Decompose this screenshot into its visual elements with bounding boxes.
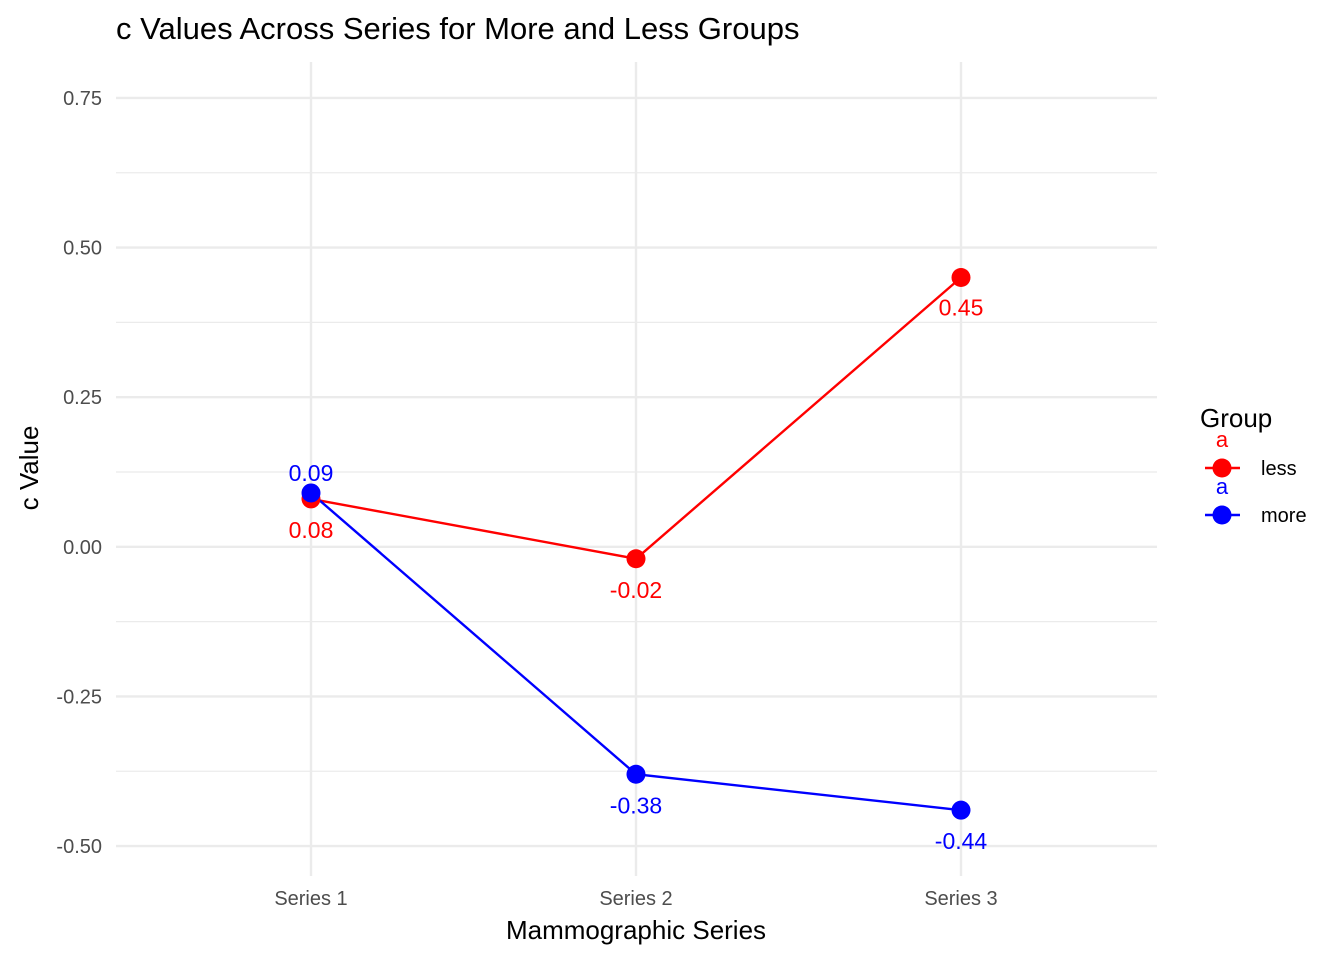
x-tick-label: Series 1 [274,888,347,910]
x-tick-label: Series 3 [924,888,997,910]
data-label-more: -0.44 [935,828,988,854]
legend-key-glyph: a [1216,474,1229,499]
x-axis-label: Mammographic Series [506,915,766,945]
x-tick-label: Series 2 [599,888,672,910]
y-axis-label: c Value [14,426,44,511]
data-point-more [951,800,971,820]
legend-title: Group [1200,403,1272,433]
axis-ticks: -0.50 -0.25 0.00 0.25 0.50 0.75 Series 1 Series… [56,88,997,910]
data-point-less [626,549,646,569]
data-point-more [626,764,646,784]
legend-key-point [1212,505,1232,525]
data-label-less: -0.02 [610,577,662,603]
y-tick-label: 0.00 [63,537,102,559]
data-label-more: 0.09 [289,460,334,486]
data-label-more: -0.38 [610,792,662,818]
chart-title: c Values Across Series for More and Less… [116,11,799,46]
data-label-less: 0.45 [939,294,984,320]
grid-lines [116,62,1157,876]
legend-label-more: more [1261,505,1307,527]
y-tick-label: -0.25 [56,686,102,708]
series-group: 0.08 -0.02 0.45 0.09 -0.38 -0.44 [289,267,988,854]
data-label-less: 0.08 [289,517,334,543]
legend-label-less: less [1261,458,1297,480]
data-point-more [301,483,321,503]
y-tick-label: 0.75 [63,88,102,110]
legend-key-point [1212,458,1232,478]
y-tick-label: 0.25 [63,387,102,409]
data-point-less [951,267,971,287]
legend-key-glyph: a [1216,427,1229,452]
y-tick-label: -0.50 [56,836,102,858]
y-tick-label: 0.50 [63,238,102,260]
